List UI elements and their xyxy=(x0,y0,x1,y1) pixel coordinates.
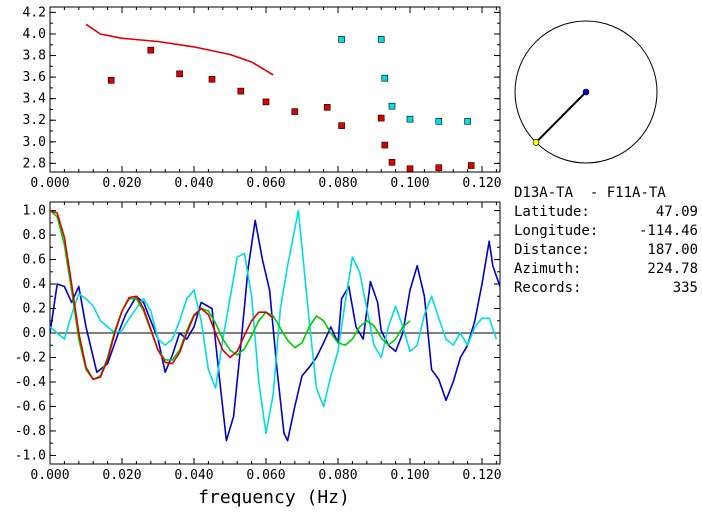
top-x-tick-label: 0.120 xyxy=(462,176,501,191)
azimuth-line xyxy=(535,91,587,144)
top-x-tick-label: 0.020 xyxy=(102,176,141,191)
records-label: Records: xyxy=(514,280,582,296)
top-series-0-point xyxy=(107,77,115,84)
station-end-marker xyxy=(532,139,540,146)
bottom-x-tick-label: 0.080 xyxy=(318,468,357,483)
station-center-marker xyxy=(582,88,590,96)
bottom-y-tick-label: -1.0 xyxy=(15,448,46,463)
bottom-y-tick-label: -0.8 xyxy=(15,424,46,439)
bottom-y-tick-label: 1.0 xyxy=(23,204,46,219)
bottom-y-tick-label: 0.2 xyxy=(23,302,46,317)
station-pair-label: D13A-TA - F11A-TA xyxy=(514,185,666,201)
bottom-y-tick-label: 0.4 xyxy=(23,277,47,292)
bottom-x-tick-label: 0.060 xyxy=(246,468,285,483)
top-series-0-point xyxy=(467,162,475,169)
top-series-2-line xyxy=(85,23,274,76)
top-data-area xyxy=(85,23,475,172)
top-series-0-point xyxy=(208,75,216,83)
longitude-value: -114.46 xyxy=(638,223,698,239)
top-plot-frame xyxy=(49,6,501,173)
top-y-tick-label: 3.4 xyxy=(23,92,47,107)
bottom-series-0-line xyxy=(50,219,500,442)
bottom-x-tick-label: 0.100 xyxy=(390,468,429,483)
top-series-0-point xyxy=(406,165,414,172)
top-y-tick-label: 4.0 xyxy=(23,27,46,42)
distance-row: Distance: 187.00 xyxy=(514,241,700,260)
bottom-y-tick-label: 0.6 xyxy=(23,253,46,268)
top-series-0-point xyxy=(176,70,183,78)
top-y-tick-label: 3.2 xyxy=(23,113,46,128)
top-y-tick-label: 3.8 xyxy=(23,49,46,64)
top-series-1-point xyxy=(406,115,414,123)
longitude-row: Longitude: -114.46 xyxy=(514,222,700,241)
bottom-series-3-line xyxy=(50,209,274,381)
map-circle xyxy=(514,20,658,164)
bottom-y-tick-label: -0.4 xyxy=(15,375,46,390)
bottom-x-tick-label: 0.120 xyxy=(462,468,501,483)
bottom-x-tick-label: 0.000 xyxy=(30,468,69,483)
bottom-data-area xyxy=(50,209,500,442)
station-info-panel: D13A-TA - F11A-TA Latitude: 47.09 Longitu… xyxy=(514,184,700,298)
top-x-tick-label: 0.080 xyxy=(318,176,357,191)
top-series-1-point xyxy=(388,102,396,110)
top-y-tick-label: 4.2 xyxy=(23,5,46,20)
records-value: 335 xyxy=(672,280,698,296)
top-series-1-point xyxy=(464,118,471,125)
latitude-row: Latitude: 47.09 xyxy=(514,203,700,222)
top-series-1-point xyxy=(381,74,389,82)
latitude-value: 47.09 xyxy=(655,204,698,220)
top-y-tick-label: 3.6 xyxy=(23,70,46,85)
top-series-0-point xyxy=(291,108,299,115)
top-y-tick-label: 3.0 xyxy=(23,135,46,150)
longitude-label: Longitude: xyxy=(514,223,599,239)
x-axis-title: frequency (Hz) xyxy=(198,487,350,508)
distance-label: Distance: xyxy=(514,242,590,258)
top-series-0-point xyxy=(381,141,389,149)
top-y-tick-label: 2.8 xyxy=(23,156,46,171)
correlation-plot: 0.000 0.020 0.040 0.060 0.080 0.100 0.120 1.0 0.… xyxy=(15,201,502,483)
top-series-0-point xyxy=(323,103,331,111)
latitude-label: Latitude: xyxy=(514,204,590,220)
top-series-1-point xyxy=(338,36,345,43)
distance-value: 187.00 xyxy=(647,242,698,258)
top-series-1-point xyxy=(435,118,443,125)
azimuth-value: 224.78 xyxy=(647,261,698,277)
bottom-y-tick-label: -0.6 xyxy=(15,399,46,414)
bottom-x-tick-label: 0.020 xyxy=(102,468,141,483)
top-x-tick-label: 0.100 xyxy=(390,176,429,191)
top-x-tick-label: 0.000 xyxy=(30,176,69,191)
top-series-0-point xyxy=(262,98,270,106)
azimuth-row: Azimuth: 224.78 xyxy=(514,260,700,279)
top-series-0-point xyxy=(377,114,385,122)
top-x-tick-label: 0.040 xyxy=(174,176,213,191)
azimuth-label: Azimuth: xyxy=(514,261,582,277)
top-series-0-point xyxy=(338,122,345,129)
top-series-0-point xyxy=(388,158,396,166)
bottom-series-1-line xyxy=(50,209,498,435)
top-series-1-point xyxy=(377,36,385,43)
bottom-x-tick-label: 0.040 xyxy=(174,468,213,483)
dispersion-plot: 0.000 0.020 0.040 0.060 0.080 0.100 0.120 2.8 3.… xyxy=(23,5,502,191)
top-series-0-point xyxy=(435,164,443,171)
top-series-0-point xyxy=(147,46,155,54)
records-row: Records: 335 xyxy=(514,279,700,298)
azimuth-map xyxy=(514,20,658,164)
bottom-y-tick-label: 0.0 xyxy=(23,326,46,341)
top-series-0-point xyxy=(237,87,245,95)
bottom-y-tick-label: 0.8 xyxy=(23,228,46,243)
top-x-tick-label: 0.060 xyxy=(246,176,285,191)
bottom-y-tick-label: -0.2 xyxy=(15,350,46,365)
